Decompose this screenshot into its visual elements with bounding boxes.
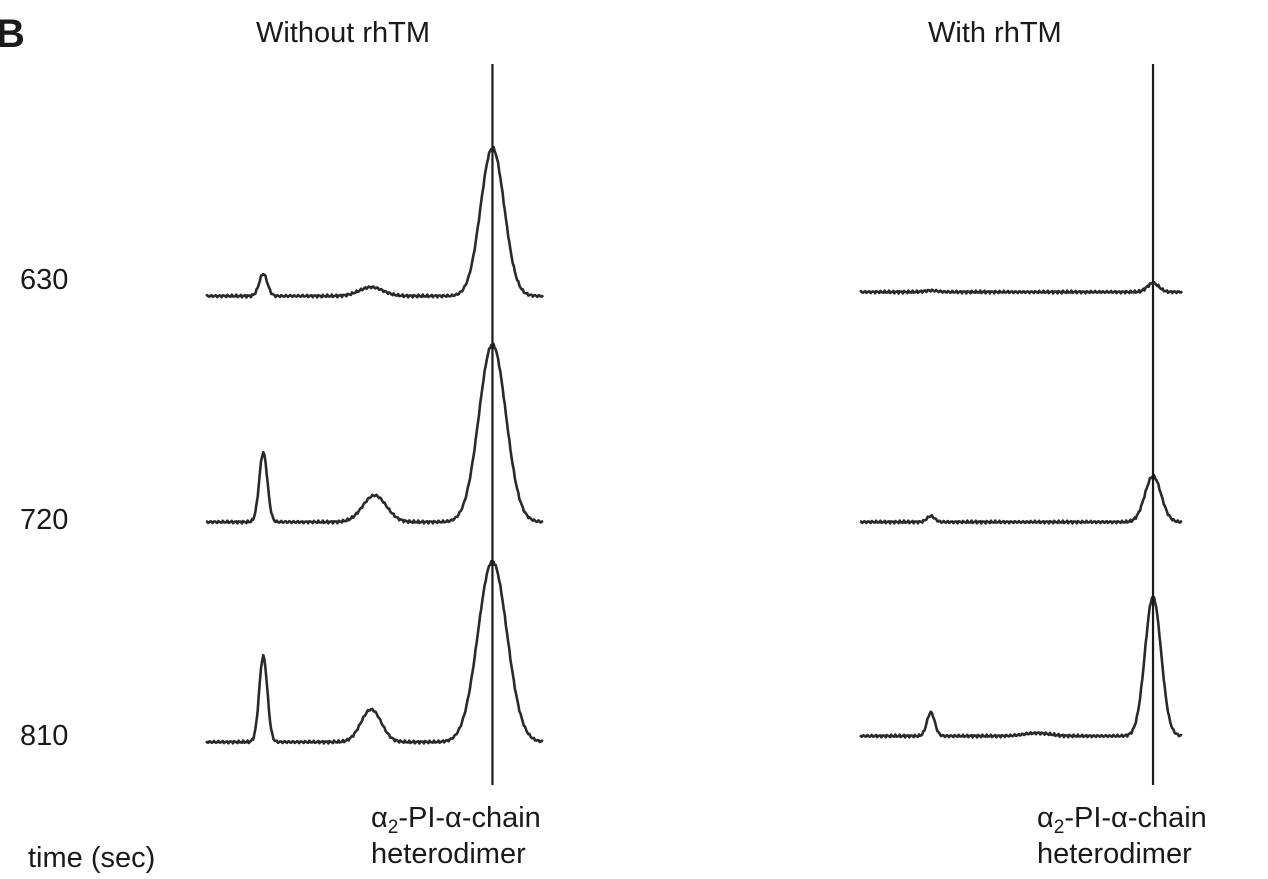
- trace-810: [205, 559, 544, 745]
- marker-rest: -PI-α-chain: [398, 802, 541, 834]
- marker-alpha: α: [371, 802, 388, 834]
- time-label-630: 630: [20, 264, 69, 296]
- panel-title-without-rhtm: Without rhTM: [256, 17, 431, 49]
- panel-0-traces: [205, 64, 545, 785]
- marker-alpha: α: [1037, 802, 1054, 834]
- trace-720: [205, 342, 544, 525]
- panel-title-with-rhtm: With rhTM: [928, 17, 1062, 49]
- time-label-810: 810: [20, 720, 69, 752]
- panel-1-traces: [859, 64, 1184, 785]
- marker-line2: heterodimer: [371, 838, 526, 870]
- marker-line2: heterodimer: [1037, 838, 1192, 870]
- marker-rest: -PI-α-chain: [1064, 802, 1207, 834]
- trace-630: [205, 145, 545, 299]
- panel-letter: B: [0, 12, 25, 56]
- trace-630: [859, 280, 1184, 295]
- marker-label-with-rhtm: α2-PI-α-chain heterodimer: [1037, 800, 1207, 872]
- trace-720: [859, 473, 1183, 525]
- marker-subscript: 2: [387, 817, 399, 838]
- time-label-720: 720: [20, 504, 69, 536]
- marker-subscript: 2: [1053, 817, 1065, 838]
- trace-810: [859, 595, 1183, 739]
- marker-label-without-rhtm: α2-PI-α-chain heterodimer: [371, 800, 541, 872]
- time-axis-label: time (sec): [28, 842, 156, 874]
